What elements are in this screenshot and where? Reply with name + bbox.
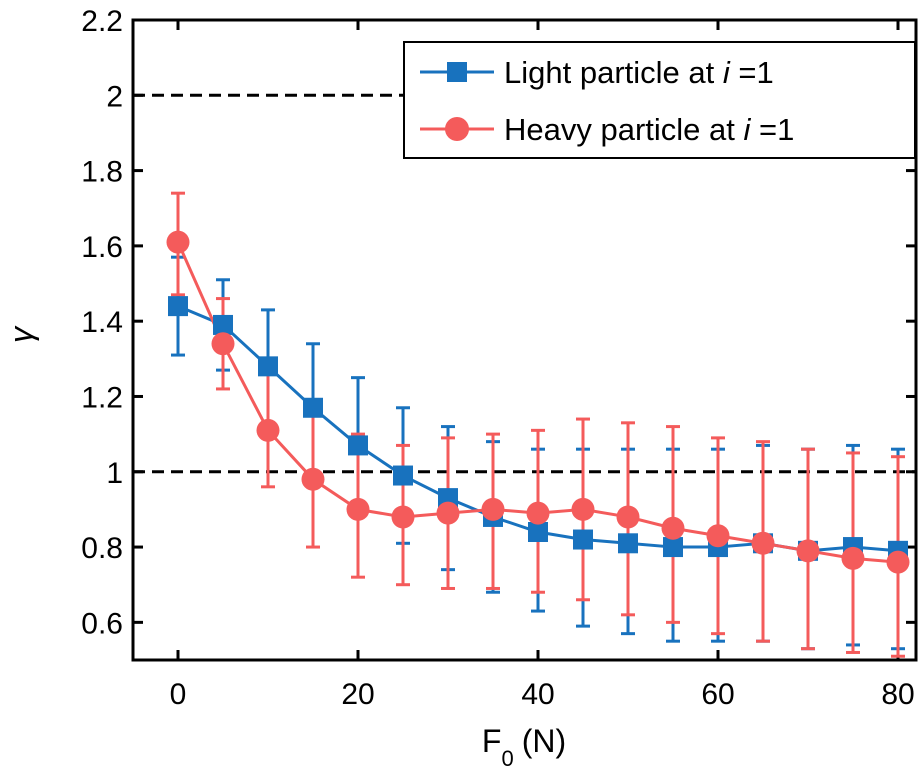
y-tick-label: 2.2: [81, 5, 123, 38]
y-tick-label: 1.2: [81, 381, 123, 414]
data-point-light: [573, 529, 593, 550]
legend-label-light-suffix: =1: [730, 55, 774, 90]
x-axis-title-subscript: 0: [501, 746, 513, 771]
data-point-light: [663, 537, 683, 558]
y-tick-label: 2: [106, 80, 123, 113]
legend-label-light-prefix: Light particle at: [504, 55, 723, 90]
data-point-light: [528, 522, 548, 542]
x-tick-label: 20: [341, 678, 374, 711]
x-tick-label: 60: [701, 678, 734, 711]
data-point-light: [393, 465, 413, 486]
data-point-heavy: [796, 539, 820, 563]
data-point-light: [618, 533, 638, 554]
data-point-heavy: [706, 524, 730, 548]
y-tick-label: 0.6: [81, 607, 123, 640]
data-point-heavy: [616, 505, 640, 529]
y-tick-label: 1: [106, 457, 123, 490]
y-tick-label: 1.8: [81, 156, 123, 189]
data-point-heavy: [256, 418, 280, 442]
data-point-heavy: [211, 332, 235, 356]
legend-marker-light: [447, 62, 467, 82]
legend-label-light: Light particle at i =1: [504, 55, 774, 90]
legend-marker-heavy: [445, 117, 469, 141]
x-tick-label: 80: [881, 678, 914, 711]
data-point-light: [303, 397, 323, 418]
error-bars: [171, 191, 905, 658]
legend-label-heavy-prefix: Heavy particle at: [504, 112, 744, 147]
data-point-heavy: [661, 516, 685, 540]
legend-label-heavy-suffix: =1: [750, 112, 794, 147]
x-axis-title: F0 (N): [482, 723, 566, 771]
data-point-heavy: [346, 497, 370, 521]
legend-box: [403, 41, 916, 159]
data-point-heavy: [166, 230, 190, 254]
y-tick-label: 0.8: [81, 532, 123, 565]
data-point-light: [258, 356, 278, 377]
data-point-heavy: [571, 497, 595, 521]
x-tick-label: 40: [521, 678, 554, 711]
y-tick-label: 1.4: [81, 306, 123, 339]
plot-frame: [131, 18, 918, 662]
data-point-heavy: [481, 497, 505, 521]
y-axis-title: γ: [3, 325, 39, 343]
y-tick-label: 1.6: [81, 231, 123, 264]
data-point-light: [168, 296, 188, 317]
data-point-light: [348, 435, 368, 456]
legend-label-heavy-var: i: [744, 112, 752, 147]
data-point-heavy: [751, 531, 775, 555]
tick-labels: 0 20 40 60 80 0.6 0.8 1 1.2 1.4 1.6 1.8 2 2.2: [81, 5, 914, 711]
data-point-heavy: [436, 501, 460, 525]
series-markers: [166, 230, 910, 574]
data-point-heavy: [841, 546, 865, 570]
data-point-heavy: [301, 467, 325, 491]
data-point-heavy: [391, 505, 415, 529]
data-point-heavy: [886, 550, 910, 574]
legend-label-heavy: Heavy particle at i =1: [504, 112, 794, 147]
x-axis-title-unit: (N): [522, 723, 566, 759]
x-tick-label: 0: [170, 678, 187, 711]
data-point-heavy: [526, 501, 550, 525]
x-axis-title-main: F: [482, 723, 502, 759]
legend: Light particle at i =1 Heavy particle at…: [403, 41, 916, 159]
legend-label-light-var: i: [723, 55, 731, 90]
data-point-light: [213, 314, 233, 335]
